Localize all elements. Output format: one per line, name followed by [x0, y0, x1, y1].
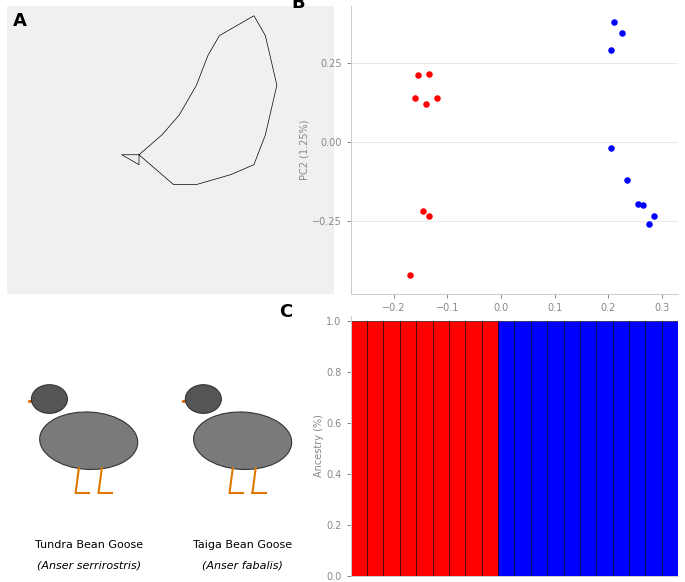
Polygon shape [122, 16, 277, 184]
Ellipse shape [194, 412, 292, 470]
Point [606, 45, 616, 55]
Point [616, 28, 627, 37]
Point [632, 199, 643, 208]
Ellipse shape [40, 412, 138, 470]
Bar [351, 321, 367, 576]
Bar [564, 321, 580, 576]
X-axis label: PC1 (1.7%): PC1 (1.7%) [487, 315, 541, 325]
Text: A: A [14, 12, 27, 30]
Point [421, 100, 432, 109]
Point [606, 144, 616, 153]
Bar [432, 321, 449, 576]
Bar [662, 321, 678, 576]
Bar [531, 321, 547, 576]
Point [423, 212, 434, 221]
Text: C: C [279, 303, 292, 321]
Text: Taiga Bean Goose: Taiga Bean Goose [193, 540, 292, 550]
Text: B: B [292, 0, 306, 12]
Point [404, 270, 415, 279]
Point [410, 93, 421, 102]
Bar [384, 321, 400, 576]
Bar [465, 321, 482, 576]
Bar [498, 321, 514, 576]
Circle shape [32, 385, 67, 413]
Bar [645, 321, 662, 576]
Y-axis label: PC2 (1.25%): PC2 (1.25%) [299, 119, 309, 180]
Text: Tundra Bean Goose: Tundra Bean Goose [35, 540, 142, 550]
Point [608, 17, 619, 26]
Point [418, 207, 429, 216]
Bar [596, 321, 612, 576]
Point [638, 200, 649, 210]
Bar [547, 321, 564, 576]
Y-axis label: Ancestry (%): Ancestry (%) [314, 414, 323, 477]
Bar [514, 321, 531, 576]
Bar [416, 321, 432, 576]
Bar [612, 321, 629, 576]
Text: (Anser fabalis): (Anser fabalis) [202, 560, 283, 570]
Bar [482, 321, 498, 576]
Bar [400, 321, 416, 576]
Point [431, 93, 442, 102]
Point [423, 69, 434, 79]
Point [622, 175, 633, 184]
Point [412, 71, 423, 80]
Text: (Anser serrirostris): (Anser serrirostris) [37, 560, 141, 570]
Ellipse shape [216, 423, 282, 459]
Bar [629, 321, 645, 576]
Bar [449, 321, 465, 576]
Bar [367, 321, 384, 576]
Bar [580, 321, 596, 576]
Point [643, 219, 654, 229]
Circle shape [186, 385, 221, 413]
Ellipse shape [63, 423, 128, 459]
Point [649, 212, 660, 221]
